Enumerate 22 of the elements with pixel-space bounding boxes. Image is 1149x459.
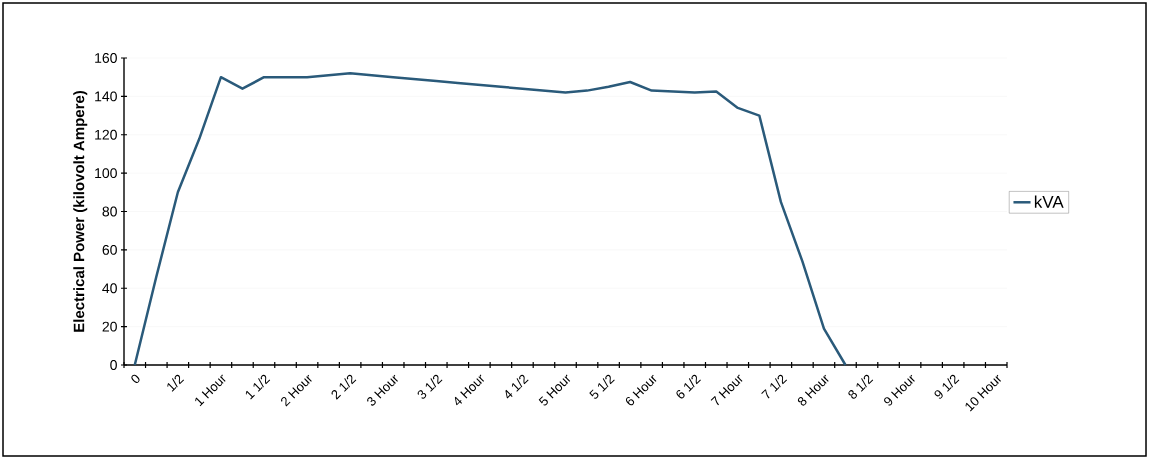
x-tick-label: 4 1/2 xyxy=(505,374,529,399)
legend-label: kVA xyxy=(1034,195,1064,208)
y-tick-label: 40 xyxy=(102,283,117,294)
y-tick-label: 60 xyxy=(102,244,117,255)
x-tick-label: 8 1/2 xyxy=(848,374,874,399)
y-tick-label: 120 xyxy=(95,129,117,140)
x-tick-label: 0 xyxy=(131,374,140,383)
x-tick-label: 2 1/2 xyxy=(331,374,357,400)
x-tick-label: 9 1/2 xyxy=(934,374,960,399)
x-tick-label: 5 1/2 xyxy=(589,374,615,399)
y-tick-label: 140 xyxy=(95,91,117,102)
y-axis-title: Electrical Power (kilovolt Ampere) xyxy=(73,90,88,332)
x-tick-label: 7 1/2 xyxy=(761,374,788,399)
x-tick-label: 1/2 xyxy=(167,374,185,392)
y-tick-label: 100 xyxy=(95,168,117,179)
y-tick-label: 80 xyxy=(102,206,117,217)
y-tick-label: 20 xyxy=(102,321,117,332)
x-tick-label: 1 1/2 xyxy=(245,374,271,400)
x-tick-label: 3 1/2 xyxy=(417,374,443,399)
x-tick-label: 6 1/2 xyxy=(676,374,701,399)
y-tick-label: 160 xyxy=(95,53,117,63)
y-tick-label: 0 xyxy=(110,360,117,370)
